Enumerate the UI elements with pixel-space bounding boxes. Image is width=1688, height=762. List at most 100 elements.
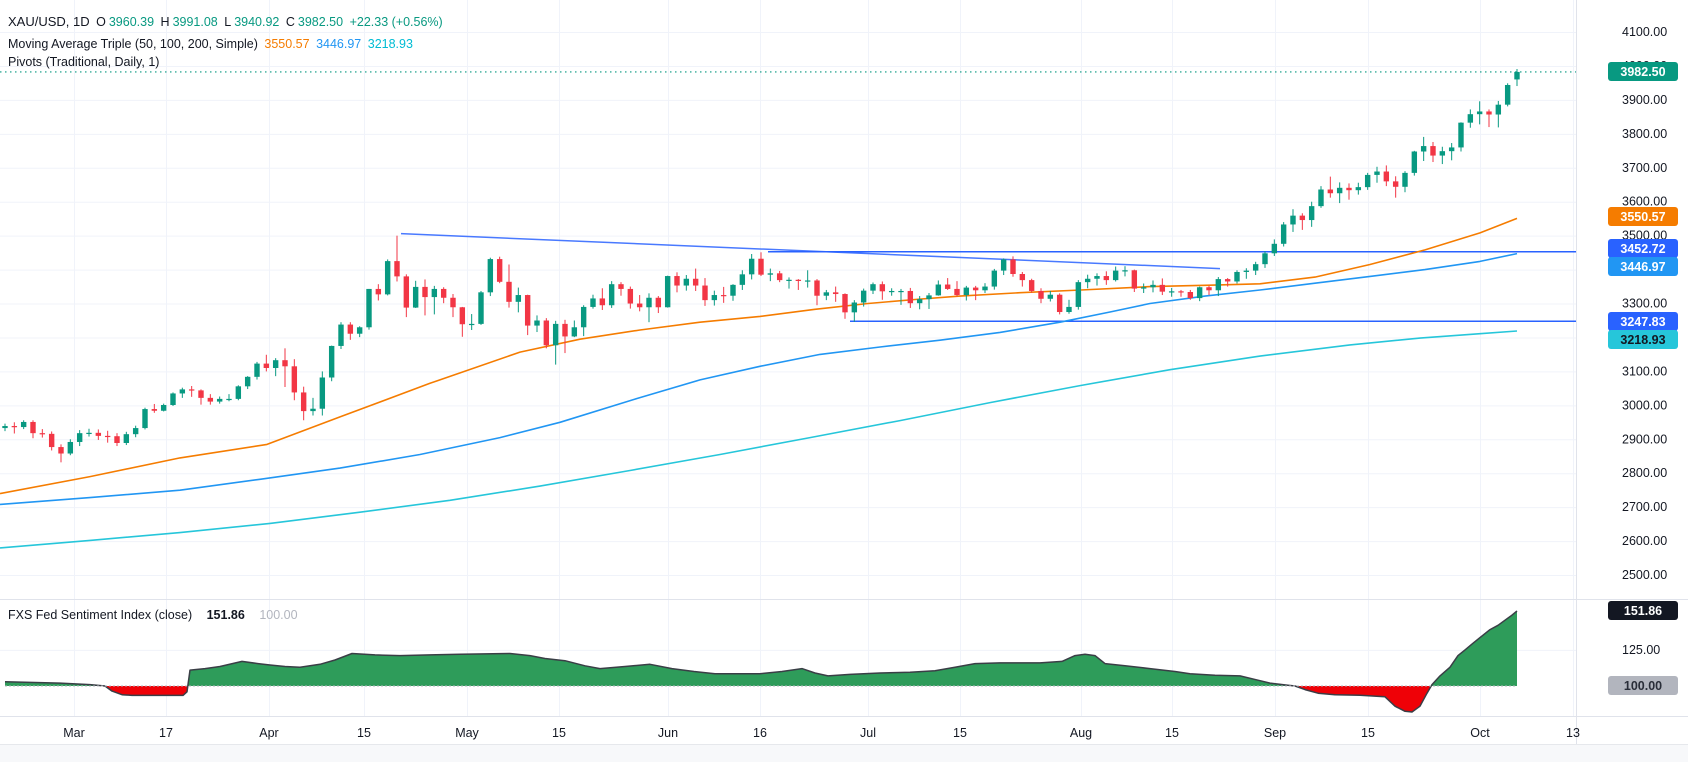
candle-body — [86, 432, 92, 435]
candle-body — [702, 285, 708, 301]
candle-body — [692, 278, 699, 286]
candle-body — [823, 292, 830, 296]
candle-body — [1000, 259, 1007, 271]
candle-body — [1243, 270, 1250, 272]
candle-body — [1299, 215, 1306, 221]
candle-body — [524, 295, 531, 326]
candle-body — [114, 436, 120, 443]
candle-body — [534, 320, 540, 326]
candle-body — [888, 290, 895, 293]
close-value: 3982.50 — [297, 15, 344, 29]
candle-body — [282, 360, 288, 367]
price-axis-label: 3800.00 — [1622, 127, 1667, 141]
svg-text:3452.72: 3452.72 — [1620, 242, 1665, 256]
pivots-indicator-legend-row[interactable]: Pivots (Traditional, Daily, 1) — [8, 55, 162, 69]
candle-body — [926, 295, 932, 300]
sentiment-indicator-legend-row[interactable]: FXS Fed Sentiment Index (close) 151.86 1… — [8, 608, 301, 622]
sentiment-value: 151.86 — [206, 608, 245, 622]
candle-body — [254, 363, 260, 377]
ma100-line[interactable] — [0, 252, 1518, 506]
candle-body — [142, 409, 148, 429]
time-axis-label: 16 — [753, 726, 767, 740]
candle-body — [832, 292, 839, 295]
candle-body — [123, 434, 130, 443]
candle-body — [226, 398, 232, 401]
candle-body — [636, 303, 643, 308]
candle-body — [403, 276, 410, 308]
axis-value-tag: 3982.50 — [1608, 62, 1678, 81]
time-axis-label: May — [455, 726, 479, 740]
candle-body — [1047, 294, 1054, 299]
svg-text:3446.97: 3446.97 — [1620, 260, 1665, 274]
sentiment-line[interactable] — [4, 610, 1518, 713]
candle-body — [1224, 279, 1231, 282]
candle-body — [954, 288, 960, 296]
price-axis-label: 2800.00 — [1622, 466, 1667, 480]
open-value: 3960.39 — [108, 15, 155, 29]
candle-body — [1420, 146, 1427, 152]
candle-body — [776, 273, 783, 281]
candle-body — [935, 284, 942, 296]
candle-body — [76, 433, 83, 442]
sentiment-area-negative — [5, 686, 1517, 712]
ma50-line[interactable] — [0, 217, 1518, 495]
candle-body — [1103, 276, 1110, 281]
sentiment-baseline-value: 100.00 — [259, 608, 298, 622]
sentiment-indicator-title[interactable]: FXS Fed Sentiment Index (close) — [8, 608, 193, 622]
candle-body — [338, 324, 344, 346]
candle-body — [1178, 291, 1184, 293]
candle-body — [104, 435, 111, 438]
candle-body — [1364, 174, 1371, 188]
candle-body — [300, 392, 307, 412]
trendline[interactable] — [400, 232, 1221, 270]
candle-body — [1458, 122, 1464, 148]
pivots-indicator-title[interactable]: Pivots (Traditional, Daily, 1) — [8, 55, 160, 69]
candles — [2, 69, 1520, 463]
candle-body — [860, 290, 867, 303]
candle-body — [674, 276, 680, 286]
candle-body — [67, 441, 74, 454]
ma200-line[interactable] — [0, 330, 1518, 549]
candle-body — [1150, 284, 1156, 288]
candle-body — [1084, 278, 1091, 283]
candle-body — [1094, 276, 1100, 279]
symbol-title[interactable]: XAU/USD, 1D — [8, 14, 90, 29]
candle-body — [590, 298, 596, 307]
ma-indicator-title[interactable]: Moving Average Triple (50, 100, 200, Sim… — [8, 37, 258, 51]
time-axis-label: 17 — [159, 726, 173, 740]
change-value: +22.33 (+0.56%) — [349, 15, 443, 29]
price-axis-label: 3600.00 — [1622, 195, 1667, 209]
candle-body — [1504, 84, 1511, 105]
candle-body — [804, 280, 811, 282]
candle-body — [1066, 306, 1072, 313]
candle-body — [1010, 259, 1016, 275]
low-label: L — [224, 15, 232, 29]
candle-body — [552, 323, 559, 346]
time-axis[interactable]: Mar 17 Apr 15 May 15 Jun 16 Jul 15 Aug 15 Sep 15 Oct 13 — [63, 726, 1580, 740]
candle-body — [1028, 280, 1035, 291]
candle-body — [1336, 187, 1343, 194]
ma-indicator-legend-row[interactable]: Moving Average Triple (50, 100, 200, Sim… — [8, 37, 416, 51]
time-axis-label: Jun — [658, 726, 678, 740]
candle-body — [1038, 290, 1044, 299]
candle-body — [562, 323, 568, 337]
bottom-strip — [0, 745, 1688, 762]
candle-body — [730, 284, 736, 296]
symbol-legend-row[interactable]: XAU/USD, 1D O 3960.39 H 3991.08 L 3940.92 C… — [8, 14, 446, 29]
candle-body — [795, 279, 802, 281]
candle-body — [272, 360, 279, 369]
time-axis-label: Apr — [259, 726, 278, 740]
svg-text:3550.57: 3550.57 — [1620, 210, 1665, 224]
candle-body — [366, 288, 372, 328]
candle-body — [1140, 287, 1147, 289]
candle-body — [2, 426, 8, 429]
candle-body — [1346, 187, 1352, 191]
candle-body — [1327, 189, 1334, 194]
axis-value-tag: 3452.72 — [1608, 239, 1678, 258]
candle-body — [58, 447, 64, 454]
candle-body — [450, 297, 456, 308]
axis-value-tag: 3218.93 — [1608, 330, 1678, 349]
candle-body — [1019, 274, 1026, 281]
